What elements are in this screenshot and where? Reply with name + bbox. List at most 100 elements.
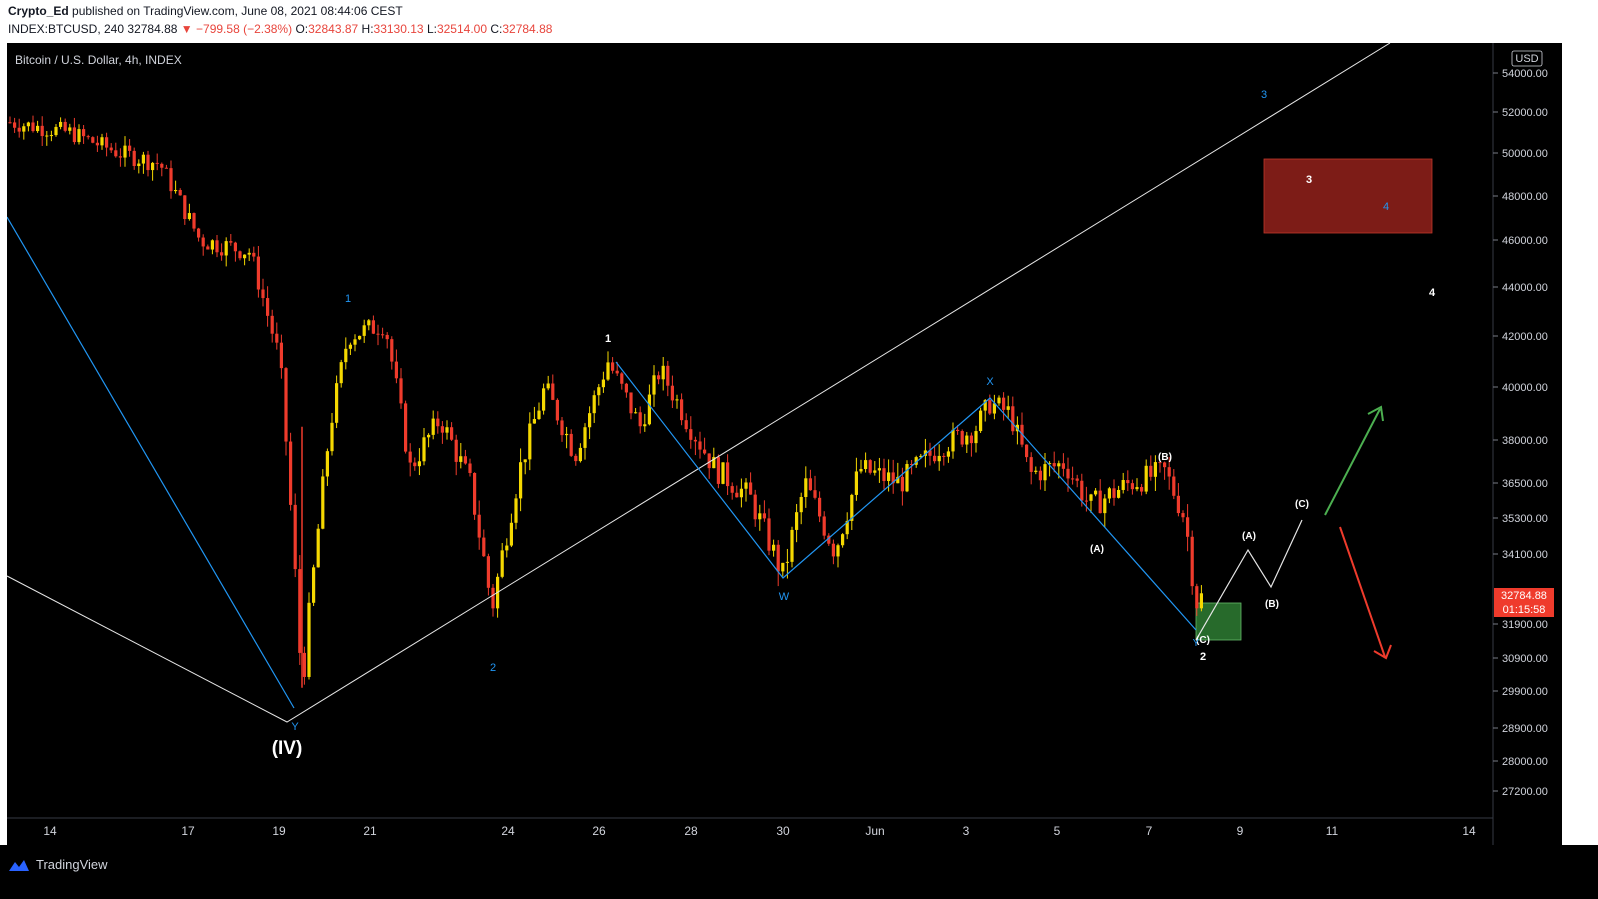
candle-body — [358, 335, 362, 340]
candle-body — [1025, 444, 1029, 458]
candle-body — [1094, 490, 1098, 495]
candle-body — [261, 289, 265, 299]
candle-body — [818, 497, 822, 517]
candle-body — [183, 195, 187, 220]
low-label: L: — [426, 22, 437, 36]
candle-body — [151, 162, 155, 171]
high-label: H: — [361, 22, 374, 36]
candle-body — [1098, 490, 1102, 514]
candle-body — [279, 342, 283, 369]
candle-body — [555, 399, 559, 421]
candle-body — [1140, 487, 1144, 492]
candle-body — [109, 147, 113, 151]
price-tick-label: 31900.00 — [1502, 619, 1548, 631]
candle-body — [54, 126, 58, 136]
candle-body — [1080, 480, 1084, 501]
wave-line-wxy — [615, 361, 1197, 631]
candle-body — [923, 450, 927, 456]
wave-label-w: W — [779, 591, 790, 603]
tradingview-logo-icon — [9, 859, 29, 871]
candle-body — [1163, 462, 1167, 468]
tradingview-logo[interactable]: TradingView — [8, 857, 108, 872]
candle-body — [946, 451, 950, 457]
time-tick-label: 17 — [181, 824, 195, 838]
candle-body — [417, 461, 421, 467]
candle-body — [243, 254, 247, 259]
candle-body — [192, 213, 196, 229]
price-tick-label: 36500.00 — [1502, 478, 1548, 490]
candle-body — [371, 320, 375, 334]
candle-body — [1029, 457, 1033, 472]
candle-body — [868, 460, 872, 473]
candle-body — [675, 399, 679, 401]
candle-body — [348, 344, 352, 349]
candle-body — [698, 441, 702, 450]
candle-body — [413, 462, 417, 467]
last-price-tag — [1494, 588, 1554, 603]
candle-body — [68, 127, 72, 131]
candle-body — [427, 434, 431, 438]
candle-body — [983, 400, 987, 411]
candle-body — [302, 652, 306, 677]
candle-body — [753, 494, 757, 520]
channel-line — [6, 42, 1391, 723]
candle-body — [772, 544, 776, 551]
candle-body — [1034, 470, 1038, 472]
candle-body — [546, 383, 550, 389]
candle-body — [394, 361, 398, 379]
candle-body — [1089, 494, 1093, 501]
candle-body — [22, 126, 26, 132]
candle-body — [808, 478, 812, 491]
candle-body — [266, 298, 270, 316]
candle-body — [238, 251, 242, 259]
candle-body — [1199, 593, 1203, 609]
candle-body — [735, 492, 739, 498]
candle-body — [647, 394, 651, 425]
candle-body — [606, 362, 610, 380]
chart-svg[interactable]: Bitcoin / U.S. Dollar, 4h, INDEX USD 540… — [6, 42, 1562, 845]
candle-body — [762, 513, 766, 519]
candles — [8, 115, 1203, 688]
ohlc-line: INDEX:BTCUSD, 240 32784.88 ▼ −799.58 (−2… — [8, 22, 552, 36]
close-value: 32784.88 — [502, 22, 553, 36]
candle-body — [1112, 488, 1116, 498]
candle-body — [643, 424, 647, 427]
candle-body — [891, 472, 895, 484]
candle-body — [72, 127, 76, 143]
candle-body — [1149, 465, 1153, 477]
candle-body — [408, 451, 412, 463]
candle-body — [454, 439, 458, 462]
last-price-text: 32784.88 — [1501, 590, 1547, 602]
candle-body — [836, 545, 840, 557]
candle-body — [523, 459, 527, 463]
candle-body — [1195, 586, 1199, 609]
price-tick-label: 28900.00 — [1502, 723, 1548, 735]
candle-body — [716, 457, 720, 484]
candle-body — [721, 462, 725, 484]
candle-body — [252, 252, 256, 257]
candle-body — [569, 433, 573, 456]
candle-body — [900, 476, 904, 492]
chart-frame[interactable]: Bitcoin / U.S. Dollar, 4h, INDEX USD 540… — [6, 42, 1562, 845]
wave-label-3-blue: 3 — [1261, 89, 1267, 101]
candle-body — [118, 156, 122, 158]
candle-body — [744, 482, 748, 489]
candle-body — [749, 482, 753, 495]
candle-body — [473, 472, 477, 515]
candle-body — [509, 522, 513, 546]
candle-body — [758, 513, 762, 520]
wave-label-c2: (C) — [1295, 499, 1309, 510]
candle-body — [693, 439, 697, 442]
countdown-text: 01:15:58 — [1503, 604, 1546, 616]
candle-body — [666, 365, 670, 386]
candle-body — [1158, 462, 1162, 464]
wave-label-1-white: 1 — [605, 333, 611, 345]
wave-line-iv — [6, 216, 295, 709]
bearish-arrow-head — [1373, 644, 1392, 660]
candle-body — [463, 456, 467, 464]
candle-body — [1172, 476, 1176, 496]
candle-body — [36, 125, 40, 132]
candle-body — [1066, 468, 1070, 479]
candle-body — [445, 427, 449, 433]
author[interactable]: Crypto_Ed — [8, 4, 69, 18]
